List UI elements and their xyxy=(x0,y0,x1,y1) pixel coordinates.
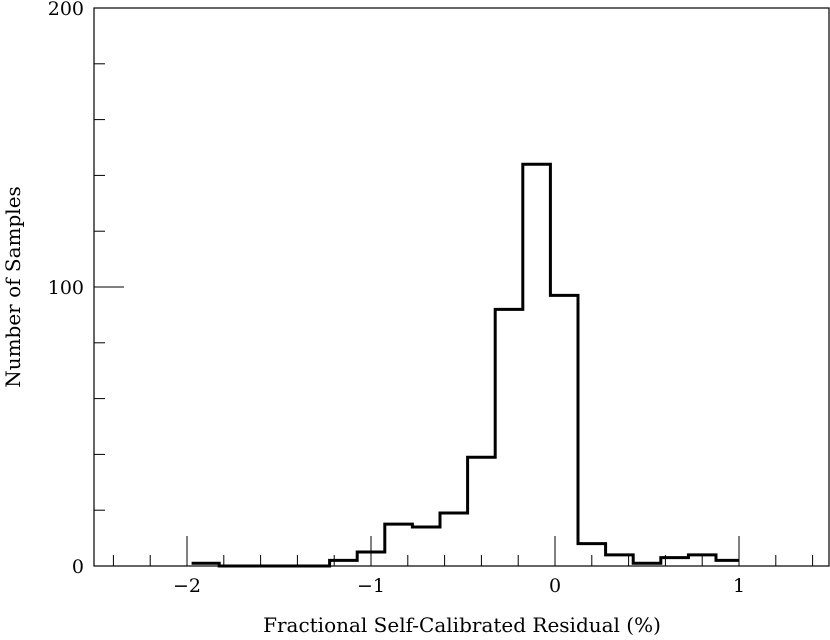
y-axis-tick-labels: 0 100 200 xyxy=(48,0,84,578)
histogram-bin xyxy=(523,164,551,566)
histogram-bin xyxy=(550,295,578,566)
x-tick-label: −2 xyxy=(173,575,201,597)
y-tick-label: 200 xyxy=(48,0,84,20)
plot-frame xyxy=(93,7,830,567)
x-tick-label: −1 xyxy=(357,575,385,597)
y-tick-label: 100 xyxy=(48,277,84,299)
histogram-bin xyxy=(412,527,440,566)
x-axis-ticks xyxy=(112,536,814,566)
x-axis-title: Fractional Self-Calibrated Residual (%) xyxy=(263,613,661,637)
histogram-step-line xyxy=(191,162,739,568)
histogram-bin xyxy=(495,309,523,566)
y-tick-label: 0 xyxy=(72,556,84,578)
x-axis-tick-labels: −2 −1 0 1 xyxy=(173,575,745,597)
x-tick-label: 0 xyxy=(549,575,561,597)
x-tick-label: 1 xyxy=(733,575,745,597)
y-axis-ticks xyxy=(94,7,124,567)
histogram-bin xyxy=(468,457,496,566)
y-axis-title: Number of Samples xyxy=(1,186,25,388)
histogram-bars xyxy=(192,164,739,566)
